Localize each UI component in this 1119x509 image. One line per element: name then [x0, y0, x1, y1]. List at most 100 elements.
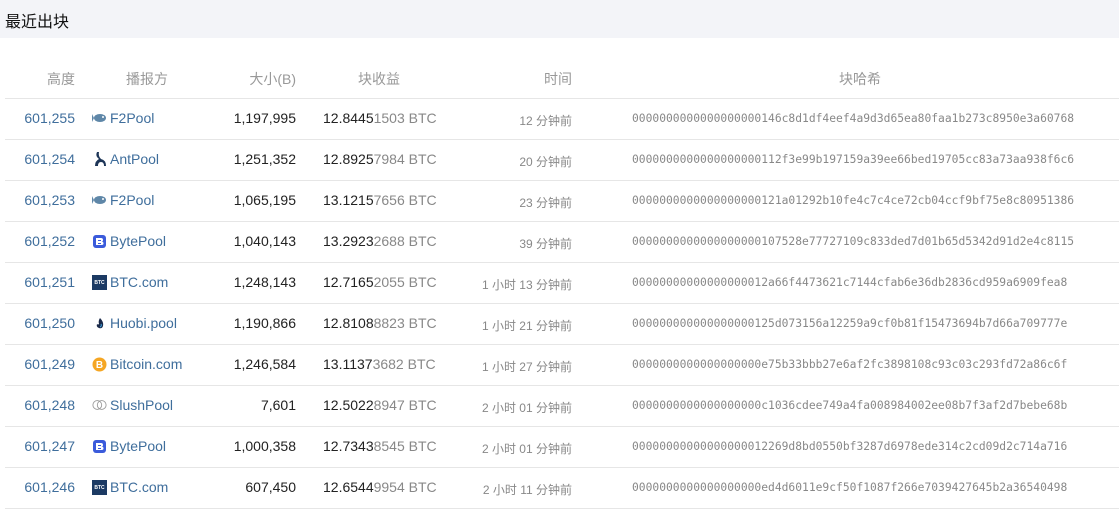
- block-size: 1,040,143: [233, 233, 296, 249]
- table-row: 601,248 SlushPool 7,601 12.50228947 BTC …: [5, 386, 1119, 427]
- block-height-link[interactable]: 601,250: [24, 315, 75, 331]
- block-hash-link[interactable]: 0000000000000000000121a01292b10fe4c7c4ce…: [632, 194, 1075, 207]
- block-height-link[interactable]: 601,252: [24, 233, 75, 249]
- pool-name: Bitcoin.com: [110, 356, 183, 372]
- block-size: 1,251,352: [233, 151, 296, 167]
- block-size: 7,601: [260, 397, 296, 413]
- block-hash-link[interactable]: 00000000000000000012a66f4473621c7144cfab…: [632, 276, 1068, 289]
- btccom-icon: BTC: [92, 274, 107, 290]
- block-reward: 13.29232688 BTC: [323, 233, 437, 249]
- reward-main: 13.1215: [323, 192, 374, 208]
- reward-tail: 1503 BTC: [373, 110, 437, 126]
- pool-link[interactable]: BTC BTC.com: [92, 274, 168, 290]
- block-hash-link[interactable]: 0000000000000000000c1036cdee749a4fa00898…: [632, 399, 1068, 412]
- table-row: 601,251 BTC BTC.com 1,248,143 12.7165205…: [5, 263, 1119, 304]
- block-size: 1,190,866: [233, 315, 296, 331]
- pool-name: F2Pool: [110, 192, 155, 208]
- block-time: 20 分钟前: [519, 155, 572, 169]
- reward-tail: 7656 BTC: [373, 192, 437, 208]
- block-hash-link[interactable]: 0000000000000000000146c8d1df4eef4a9d3d65…: [632, 112, 1075, 125]
- recent-blocks-table: 高度 播报方 大小(B) 块收益 时间 块哈希 601,255 F2Pool 1…: [5, 58, 1119, 509]
- reward-tail: 3682 BTC: [372, 356, 436, 372]
- block-hash-link[interactable]: 0000000000000000000ed4d6011e9cf50f1087f2…: [632, 481, 1068, 494]
- section-header: 最近出块: [0, 0, 1119, 38]
- reward-main: 12.6544: [323, 479, 374, 495]
- block-size: 1,197,995: [233, 110, 296, 126]
- fish-icon: [92, 111, 107, 126]
- pool-link[interactable]: BytePool: [92, 438, 166, 454]
- pool-link[interactable]: Huobi.pool: [92, 315, 177, 331]
- block-height-link[interactable]: 601,248: [24, 397, 75, 413]
- reward-main: 13.2923: [323, 233, 374, 249]
- block-size: 1,248,143: [233, 274, 296, 290]
- pool-name: SlushPool: [110, 397, 174, 413]
- block-hash-link[interactable]: 00000000000000000012269d8bd0550bf3287d69…: [632, 440, 1068, 453]
- block-time: 2 小时 01 分钟前: [481, 401, 572, 415]
- block-reward: 13.12157656 BTC: [323, 192, 437, 208]
- block-reward: 12.84451503 BTC: [323, 110, 437, 126]
- svg-text:BTC: BTC: [94, 280, 105, 286]
- block-height-link[interactable]: 601,254: [24, 151, 75, 167]
- block-height-link[interactable]: 601,247: [24, 438, 75, 454]
- bitcoin-icon: B: [92, 357, 107, 372]
- block-time: 39 分钟前: [519, 237, 572, 251]
- block-reward: 12.81088823 BTC: [323, 315, 437, 331]
- block-hash-link[interactable]: 000000000000000000125d073156a12259a9cf0b…: [632, 317, 1068, 330]
- pool-link[interactable]: BTC BTC.com: [92, 479, 168, 495]
- fish-icon: [92, 193, 107, 208]
- block-time: 23 分钟前: [519, 196, 572, 210]
- reward-tail: 8947 BTC: [373, 397, 437, 413]
- header-height: 高度: [47, 71, 75, 87]
- btccom-icon: BTC: [92, 479, 107, 495]
- reward-main: 13.1137: [323, 356, 373, 372]
- block-height-link[interactable]: 601,246: [24, 479, 75, 495]
- block-size: 1,065,195: [233, 192, 296, 208]
- block-hash-link[interactable]: 0000000000000000000107528e77727109c833de…: [632, 235, 1075, 248]
- block-height-link[interactable]: 601,251: [24, 274, 75, 290]
- block-time: 2 小时 11 分钟前: [482, 483, 572, 497]
- pool-link[interactable]: AntPool: [92, 151, 159, 167]
- block-time: 2 小时 01 分钟前: [481, 442, 572, 456]
- block-reward: 13.11373682 BTC: [323, 356, 436, 372]
- block-height-link[interactable]: 601,255: [24, 110, 75, 126]
- pool-name: BTC.com: [110, 479, 169, 495]
- table-header: 高度 播报方 大小(B) 块收益 时间 块哈希: [5, 58, 1119, 99]
- reward-tail: 8823 BTC: [373, 315, 437, 331]
- pool-link[interactable]: F2Pool: [92, 110, 154, 126]
- pool-name: F2Pool: [110, 110, 155, 126]
- pool-name: AntPool: [110, 151, 160, 167]
- reward-tail: 7984 BTC: [373, 151, 437, 167]
- block-size: 1,246,584: [233, 356, 296, 372]
- header-time: 时间: [544, 71, 572, 87]
- pool-link[interactable]: F2Pool: [92, 192, 154, 208]
- block-size: 1,000,358: [233, 438, 296, 454]
- block-time: 1 小时 21 分钟前: [481, 319, 572, 333]
- slushpool-icon: [92, 398, 107, 413]
- header-reward: 块收益: [358, 71, 400, 87]
- pool-link[interactable]: SlushPool: [92, 397, 173, 413]
- table-row: 601,247 BytePool 1,000,358 12.73438545 B…: [5, 427, 1119, 468]
- block-time: 1 小时 13 分钟前: [481, 278, 572, 292]
- table-row: 601,255 F2Pool 1,197,995 12.84451503 BTC…: [5, 99, 1119, 140]
- ant-icon: [92, 152, 107, 167]
- header-hash: 块哈希: [839, 71, 881, 87]
- huobi-flame-icon: [92, 316, 107, 331]
- pool-name: Huobi.pool: [110, 315, 177, 331]
- section-title: 最近出块: [5, 14, 70, 31]
- table-row: 601,254 AntPool 1,251,352 12.89257984 BT…: [5, 140, 1119, 181]
- svg-text:BTC: BTC: [94, 485, 105, 491]
- table-row: 601,253 F2Pool 1,065,195 13.12157656 BTC…: [5, 181, 1119, 222]
- block-hash-link[interactable]: 0000000000000000000112f3e99b197159a39ee6…: [632, 153, 1075, 166]
- block-hash-link[interactable]: 0000000000000000000e75b33bbb27e6af2fc389…: [632, 358, 1068, 371]
- pool-name: BTC.com: [110, 274, 169, 290]
- block-height-link[interactable]: 601,253: [24, 192, 75, 208]
- pool-link[interactable]: B Bitcoin.com: [92, 356, 182, 372]
- block-height-link[interactable]: 601,249: [24, 356, 75, 372]
- reward-main: 12.7343: [323, 438, 374, 454]
- bytepool-icon: [92, 439, 107, 454]
- table-row: 601,252 BytePool 1,040,143 13.29232688 B…: [5, 222, 1119, 263]
- reward-tail: 8545 BTC: [373, 438, 437, 454]
- pool-link[interactable]: BytePool: [92, 233, 166, 249]
- pool-name: BytePool: [110, 233, 167, 249]
- header-size: 大小(B): [249, 71, 296, 87]
